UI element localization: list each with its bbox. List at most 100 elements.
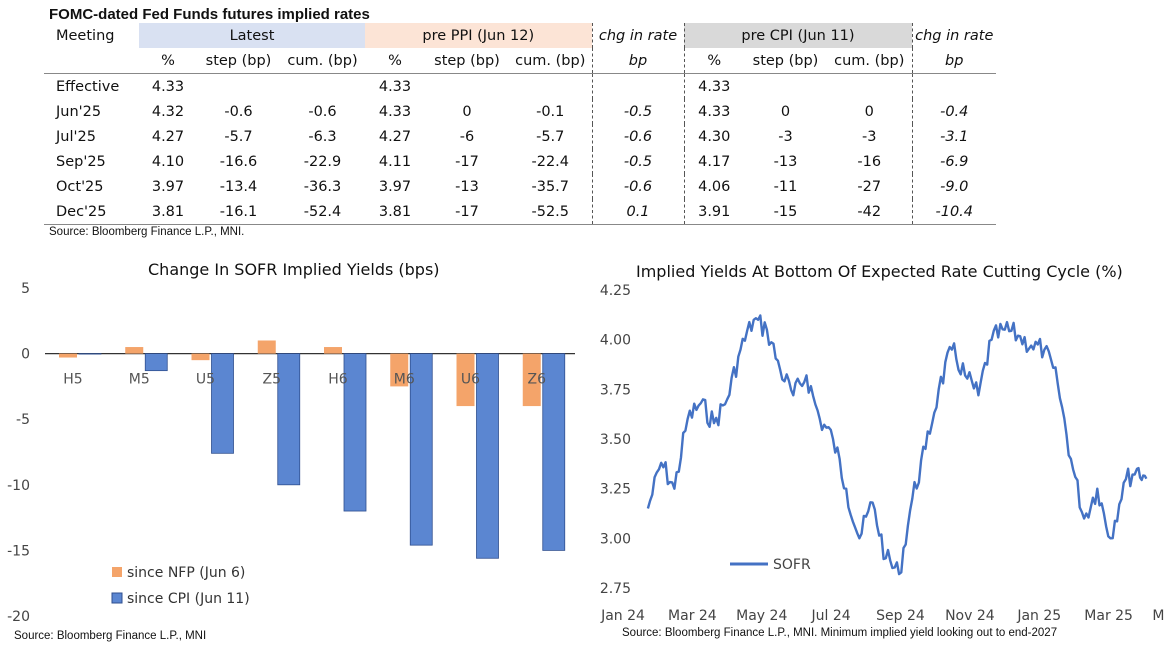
fed-funds-table: Meeting Latest pre PPI (Jun 12) chg in r… [44,23,996,225]
sub-step-cpi: step (bp) [744,48,827,74]
bar [542,353,566,551]
table-row: Dec'25 3.81 -16.1 -52.4 3.81 -17 -52.5 0.1 3.91-… [44,199,996,225]
bar [59,353,77,358]
cell-c-pct: 4.33 [683,99,744,124]
cell-l-pct: 4.33 [151,78,185,95]
sub-pct-ppi: % [365,48,425,74]
cell-c-pct: 4.06 [683,174,744,199]
cell-l-cum: -52.4 [280,199,365,225]
y-tick-label: 0 [21,347,30,363]
cell-p-cum: -52.5 [509,199,592,225]
bar [522,353,541,407]
cell-c-cum: -16 [857,153,882,170]
cell-p-cum: -5.7 [536,128,565,145]
bar [324,347,342,354]
cell-c-pct: 3.91 [683,199,744,225]
y-tick-label: 4.25 [600,283,631,299]
legend-swatch [111,592,123,604]
cell-l-cum [280,74,365,100]
group-latest: Latest [139,23,365,48]
cell-p-pct: 3.81 [365,199,425,225]
cell-l-pct: 3.97 [151,178,185,195]
cell-l-cum: -22.9 [303,153,342,170]
cell-c-step: -15 [744,199,827,225]
cell-chg2: -0.4 [911,99,996,124]
sub-pct-latest: % [139,48,197,74]
y-tick-label: 3.50 [600,432,631,448]
cell-l-cum: -36.3 [303,178,342,195]
bar [144,353,168,372]
bar [78,353,102,355]
cell-p-cum: -22.4 [531,153,570,170]
cell-c-step: 0 [780,103,791,120]
legend-label: since CPI (Jun 11) [127,591,250,607]
x-tick-label: Z5 [263,372,282,388]
cell-chg1 [591,73,684,99]
sub-bp-1: bp [591,48,684,74]
cell-c-step [744,74,827,100]
table-source: Source: Bloomberg Finance L.P., MNI. [49,226,245,238]
meeting-cell: Jul'25 [56,128,96,145]
cell-p-step [425,74,509,100]
table-title: FOMC-dated Fed Funds futures implied rat… [49,6,370,23]
cell-c-cum: -3 [862,128,877,145]
table-row: Effective 4.33 4.33 4.33 [44,73,996,100]
meeting-header: Meeting [56,27,115,44]
cell-l-step: -5.7 [224,128,253,145]
table-row: Sep'25 4.10 -16.6 -22.9 4.11 -17 -22.4 -0.5 4.17… [44,149,996,174]
x-tick-label: Sep 24 [876,608,925,624]
table-row: Oct'25 3.97 -13.4 -36.3 3.97 -13 -35.7 -0.6 4.06… [44,174,996,199]
sub-step-latest: step (bp) [197,48,280,74]
cell-p-cum: -0.1 [536,103,565,120]
x-tick-label: H6 [328,372,348,388]
y-tick-label: -20 [7,609,30,625]
x-tick-label: H5 [63,372,82,388]
sub-cum-cpi: cum. (bp) [827,48,912,74]
cell-c-cum: 0 [864,103,874,120]
legend-label: since NFP (Jun 6) [127,565,245,581]
cell-p-step: -6 [459,128,475,145]
cell-c-step: -11 [773,178,798,195]
x-tick-label: U6 [461,372,480,388]
y-tick-label: 3.25 [600,482,631,498]
cell-l-step: -16.1 [197,199,280,225]
cell-c-pct: 4.17 [683,149,744,174]
cell-l-pct: 4.10 [151,153,185,170]
sub-cum-ppi: cum. (bp) [509,48,592,74]
x-tick-label: Mar 24 [668,608,717,624]
bar-chart-title: Change In SOFR Implied Yields (bps) [148,260,440,279]
cell-chg2: -10.4 [911,199,996,225]
table-row: Jul'25 4.27 -5.7 -6.3 4.27 -6 -5.7 -0.6 4.30 -3 -3… [44,124,996,149]
y-tick-label: -5 [16,412,30,428]
cell-chg2: -9.0 [911,174,996,199]
cell-p-pct: 4.11 [378,153,412,170]
cell-l-pct: 4.27 [151,128,185,145]
table-row: Jun'25 4.32 -0.6 -0.6 4.33 0 -0.1 -0.5 4.33 0 0 -0.… [44,99,996,124]
x-tick-label: Jan 25 [1016,608,1061,624]
cell-c-pct: 4.33 [683,73,744,99]
cell-chg1: -0.6 [591,124,684,149]
bar [390,353,409,387]
cell-l-step: -16.6 [219,153,258,170]
meeting-cell: Oct'25 [56,178,104,195]
cell-p-cum [509,74,592,100]
cell-c-cum [827,74,912,100]
meeting-cell: Sep'25 [56,153,106,170]
cell-p-step: 0 [462,103,472,120]
group-pre-cpi: pre CPI (Jun 11) [683,23,912,48]
bar-chart-source: Source: Bloomberg Finance L.P., MNI [14,630,207,642]
cell-chg1: 0.1 [591,199,684,225]
sub-bp-2: bp [911,48,996,74]
x-tick-label: Jul 24 [811,608,851,624]
y-tick-label: 4.00 [600,333,631,349]
x-tick-label: Z6 [528,372,547,388]
legend-swatch [112,567,122,577]
cell-l-pct: 4.32 [151,103,185,120]
meeting-cell: Dec'25 [44,199,139,225]
x-tick-label: U5 [196,372,215,388]
sofr-line [646,314,1148,576]
sub-step-ppi: step (bp) [425,48,509,74]
cell-p-cum: -35.7 [531,178,570,195]
x-tick-label: Mar 25 [1084,608,1133,624]
sub-cum-latest: cum. (bp) [280,48,365,74]
